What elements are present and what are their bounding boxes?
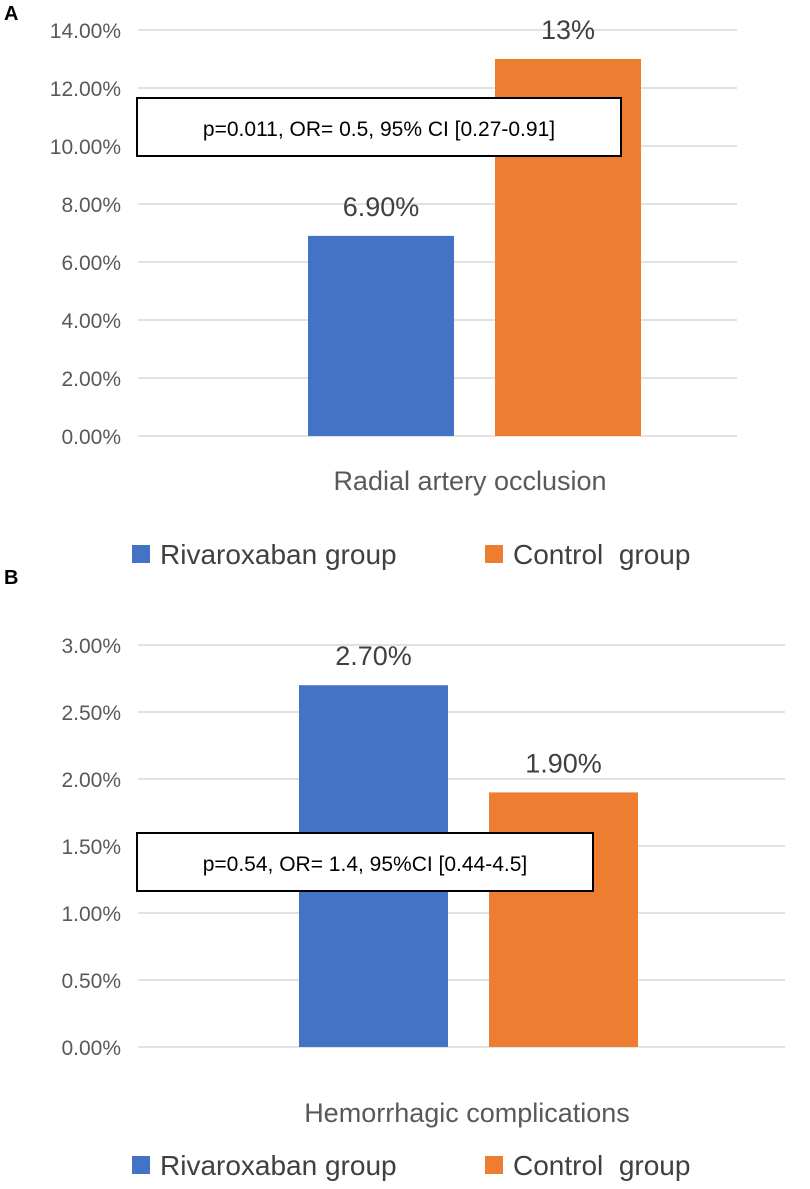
y-tick-label-b: 0.00% bbox=[61, 1037, 121, 1060]
category-label-a: Radial artery occlusion bbox=[333, 466, 606, 496]
data-label-a-control: 13% bbox=[541, 15, 595, 45]
annotation-b: p=0.54, OR= 1.4, 95%CI [0.44-4.5] bbox=[203, 853, 528, 876]
annotation-a: p=0.011, OR= 0.5, 95% CI [0.27-0.91] bbox=[203, 118, 555, 141]
legend-swatch-b-rivaroxaban bbox=[132, 1156, 150, 1174]
annotation-box-b: p=0.54, OR= 1.4, 95%CI [0.44-4.5] bbox=[136, 832, 594, 892]
legend-label-a-rivaroxaban: Rivaroxaban group bbox=[160, 539, 397, 570]
y-tick-label-a: 4.00% bbox=[61, 310, 121, 333]
legend-swatch-a-rivaroxaban bbox=[132, 545, 150, 563]
y-ticks-a: 0.00% 2.00% 4.00% 6.00% 8.00% 10.00% 12.00% 14.… bbox=[50, 20, 121, 449]
y-tick-label-a: 8.00% bbox=[61, 194, 121, 217]
category-label-b: Hemorrhagic complications bbox=[304, 1098, 630, 1128]
y-tick-label-a: 10.00% bbox=[50, 136, 121, 159]
legend-label-b-rivaroxaban: Rivaroxaban group bbox=[160, 1150, 397, 1181]
grid-b bbox=[138, 644, 785, 1048]
legend-a: Rivaroxaban group Control group bbox=[132, 539, 690, 570]
panel-b-letter: B bbox=[4, 567, 18, 589]
y-tick-label-a: 6.00% bbox=[61, 252, 121, 275]
y-tick-label-a: 2.00% bbox=[61, 368, 121, 391]
data-label-b-rivaroxaban: 2.70% bbox=[335, 641, 412, 671]
chart-a: A 0.00% 2.00% 4.00% 6.00% 8.00% 10.00% 12.00% 1… bbox=[4, 3, 737, 570]
panel-a-letter: A bbox=[4, 3, 18, 25]
annotation-box-a: p=0.011, OR= 0.5, 95% CI [0.27-0.91] bbox=[136, 97, 622, 157]
legend-swatch-b-control bbox=[485, 1156, 503, 1174]
y-tick-label-a: 14.00% bbox=[50, 20, 121, 43]
legend-b: Rivaroxaban group Control group bbox=[132, 1150, 690, 1181]
y-tick-label-b: 2.50% bbox=[61, 702, 121, 725]
y-ticks-b: 0.00% 0.50% 1.00% 1.50% 2.00% 2.50% 3.00% bbox=[61, 635, 121, 1060]
y-tick-label-a: 12.00% bbox=[50, 78, 121, 101]
y-tick-label-b: 1.00% bbox=[61, 903, 121, 926]
bar-b-control bbox=[489, 792, 638, 1047]
y-tick-label-b: 3.00% bbox=[61, 635, 121, 658]
data-label-a-rivaroxaban: 6.90% bbox=[343, 192, 420, 222]
legend-label-a-control: Control group bbox=[513, 539, 690, 570]
legend-swatch-a-control bbox=[485, 545, 503, 563]
chart-b: B 0.00% 0.50% 1.00% 1.50% 2.00% 2.50% 3.00% 2.… bbox=[4, 567, 785, 1181]
bar-a-rivaroxaban bbox=[308, 235, 454, 436]
y-tick-label-b: 1.50% bbox=[61, 836, 121, 859]
legend-label-b-control: Control group bbox=[513, 1150, 690, 1181]
y-tick-label-a: 0.00% bbox=[61, 426, 121, 449]
data-label-b-control: 1.90% bbox=[525, 748, 602, 778]
y-tick-label-b: 0.50% bbox=[61, 970, 121, 993]
y-tick-label-b: 2.00% bbox=[61, 769, 121, 792]
